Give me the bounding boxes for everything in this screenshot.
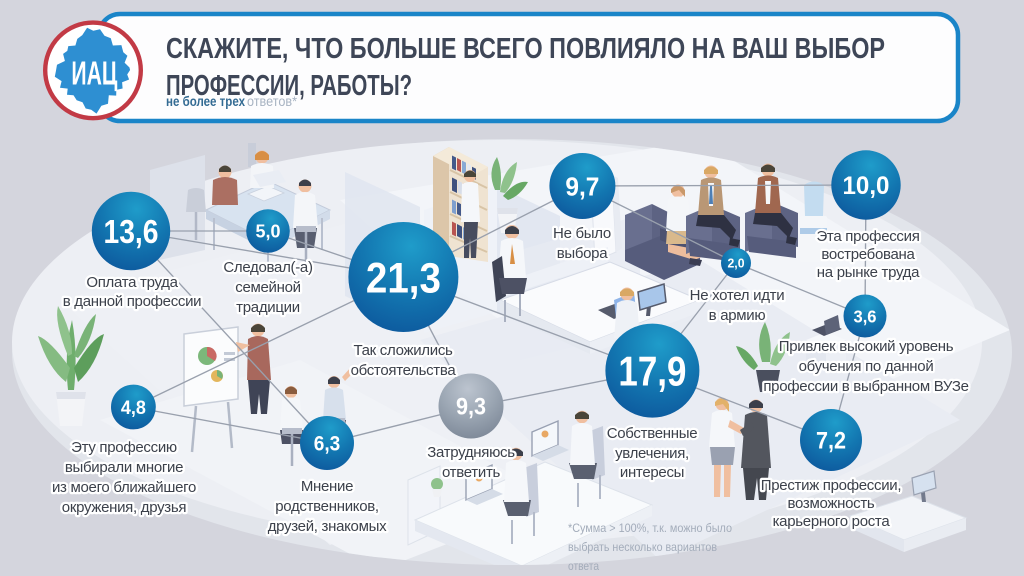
svg-text:Привлек высокий уровень: Привлек высокий уровень	[779, 338, 954, 355]
svg-text:друзей, знакомых: друзей, знакомых	[268, 518, 387, 535]
svg-text:СКАЖИТЕ, ЧТО БОЛЬШЕ ВСЕГО ПОВЛ: СКАЖИТЕ, ЧТО БОЛЬШЕ ВСЕГО ПОВЛИЯЛО НА ВА…	[166, 33, 885, 65]
svg-text:21,3: 21,3	[366, 255, 441, 303]
svg-text:Затрудняюсь: Затрудняюсь	[427, 444, 515, 461]
svg-text:традиции: традиции	[236, 299, 300, 316]
svg-text:из моего ближайшего: из моего ближайшего	[52, 479, 196, 496]
svg-text:в данной профессии: в данной профессии	[63, 293, 202, 310]
svg-text:*Сумма > 100%, т.к. можно был: *Сумма > 100%, т.к. можно было	[568, 521, 732, 535]
svg-text:Так сложились: Так сложились	[353, 342, 453, 359]
svg-text:на рынке труда: на рынке труда	[817, 264, 920, 281]
svg-text:в армию: в армию	[709, 307, 766, 324]
svg-text:увлечения,: увлечения,	[615, 445, 689, 462]
svg-text:6,3: 6,3	[314, 432, 341, 456]
svg-text:9,7: 9,7	[565, 172, 599, 202]
svg-text:возможность: возможность	[788, 495, 875, 512]
svg-text:интересы: интересы	[620, 464, 684, 481]
svg-text:7,2: 7,2	[816, 428, 846, 455]
svg-text:Собственные: Собственные	[607, 425, 698, 442]
svg-text:Не хотел идти: Не хотел идти	[690, 287, 785, 304]
svg-text:не более трех: не более трех	[166, 94, 245, 109]
svg-text:востребована: востребована	[821, 246, 915, 263]
svg-text:выбора: выбора	[557, 245, 609, 262]
svg-text:Не было: Не было	[553, 225, 611, 242]
svg-text:окружения, друзья: окружения, друзья	[62, 499, 187, 516]
svg-text:Оплата труда: Оплата труда	[86, 274, 178, 291]
svg-text:родственников,: родственников,	[275, 498, 379, 515]
svg-text:Мнение: Мнение	[301, 478, 353, 495]
svg-text:3,6: 3,6	[854, 306, 877, 326]
svg-text:4,8: 4,8	[121, 398, 146, 419]
svg-text:семейной: семейной	[235, 279, 300, 296]
svg-text:ответить: ответить	[442, 464, 501, 481]
svg-text:ИАЦ: ИАЦ	[71, 55, 117, 92]
svg-text:9,3: 9,3	[456, 394, 486, 421]
svg-text:Эту профессию: Эту профессию	[71, 439, 177, 456]
svg-text:обучения по данной: обучения по данной	[799, 358, 934, 375]
svg-text:карьерного роста: карьерного роста	[773, 513, 891, 530]
svg-text:17,9: 17,9	[618, 348, 686, 395]
svg-text:Эта профессия: Эта профессия	[816, 228, 919, 245]
svg-text:5,0: 5,0	[256, 222, 281, 242]
svg-text:10,0: 10,0	[843, 172, 890, 200]
svg-text:ответа: ответа	[568, 559, 599, 573]
svg-text:ПРОФЕССИИ, РАБОТЫ?: ПРОФЕССИИ, РАБОТЫ?	[166, 70, 412, 102]
svg-text:выбрать несколько вариантов: выбрать несколько вариантов	[568, 540, 717, 554]
svg-text:2,0: 2,0	[728, 256, 745, 271]
svg-text:ответов*: ответов*	[247, 94, 298, 109]
svg-text:Следовал(-а): Следовал(-а)	[223, 259, 313, 276]
svg-text:обстоятельства: обстоятельства	[351, 362, 457, 379]
svg-text:профессии в выбранном ВУЗе: профессии в выбранном ВУЗе	[763, 378, 968, 395]
svg-text:выбирали многие: выбирали многие	[65, 459, 183, 476]
svg-text:Престиж профессии,: Престиж профессии,	[761, 477, 901, 494]
svg-text:13,6: 13,6	[104, 213, 159, 250]
